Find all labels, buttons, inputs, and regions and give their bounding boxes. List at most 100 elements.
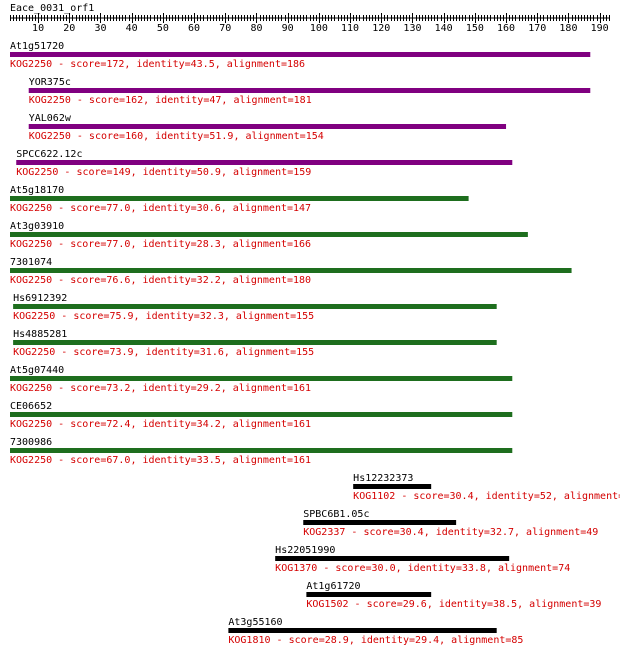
hit-name[interactable]: At3g03910 <box>10 221 64 232</box>
hit-identity: 33.8 <box>462 563 486 574</box>
hit-kog: KOG1102 <box>353 491 395 502</box>
hit-alignment-bar[interactable] <box>275 556 510 561</box>
hit-name[interactable]: At1g51720 <box>10 41 64 52</box>
hit-name[interactable]: At5g18170 <box>10 185 64 196</box>
hit-alignment-bar[interactable] <box>16 160 513 165</box>
hit-name[interactable]: At1g61720 <box>306 581 360 592</box>
hit-description: KOG1502 - score=29.6, identity=38.5, ali… <box>306 599 601 610</box>
hit-alignment-bar[interactable] <box>10 268 572 273</box>
hit-alignment-bar[interactable] <box>10 412 513 417</box>
hit-alignment: 186 <box>287 59 305 70</box>
hit-kog: KOG2250 <box>10 383 52 394</box>
hit-kog: KOG2250 <box>10 203 52 214</box>
hit-score: 77.0 <box>106 203 130 214</box>
hit-alignment-bar[interactable] <box>28 88 591 93</box>
hit-alignment-bar[interactable] <box>10 448 513 453</box>
hit-alignment-bar[interactable] <box>10 52 591 57</box>
hit-row[interactable]: 7301074 KOG2250 - score=76.6, identity=32… <box>10 257 572 286</box>
hit-kog: KOG2250 <box>29 131 71 142</box>
hit-identity: 38.5 <box>493 599 517 610</box>
hit-row[interactable]: At3g03910 KOG2250 - score=77.0, identity=… <box>10 221 528 250</box>
hit-name[interactable]: Hs6912392 <box>13 293 67 304</box>
hit-identity: 32.2 <box>197 275 221 286</box>
hit-score: 29.6 <box>403 599 427 610</box>
hit-name[interactable]: Hs12232373 <box>353 473 413 484</box>
hit-score: 76.6 <box>106 275 130 286</box>
hit-row[interactable]: YAL062w KOG2250 - score=160, identity=51.… <box>28 113 507 142</box>
ruler-tick-label: 50 <box>157 23 169 34</box>
hit-identity: 47 <box>209 95 221 106</box>
hit-alignment-bar[interactable] <box>28 124 507 129</box>
hit-kog: KOG2250 <box>29 95 71 106</box>
hit-row[interactable]: At1g51720 KOG2250 - score=172, identity=4… <box>10 41 591 70</box>
hit-alignment: 161 <box>293 383 311 394</box>
hit-name[interactable]: 7300986 <box>10 437 52 448</box>
ruler-tick-label: 110 <box>341 23 359 34</box>
hit-row[interactable]: Hs4885281 KOG2250 - score=73.9, identity=… <box>13 329 497 358</box>
ruler-tick-label: 170 <box>528 23 546 34</box>
hit-name[interactable]: 7301074 <box>10 257 52 268</box>
hit-alignment-bar[interactable] <box>303 520 457 525</box>
hit-name[interactable]: At5g07440 <box>10 365 64 376</box>
hit-name[interactable]: YAL062w <box>29 113 72 124</box>
ruler-tick-label: 130 <box>403 23 421 34</box>
hit-score: 160 <box>125 131 143 142</box>
hit-row[interactable]: At1g61720 KOG1502 - score=29.6, identity=… <box>306 581 601 610</box>
hit-row[interactable]: At5g07440 KOG2250 - score=73.2, identity=… <box>10 365 513 394</box>
hit-kog: KOG2250 <box>10 419 52 430</box>
hit-description: KOG1370 - score=30.0, identity=33.8, ali… <box>275 563 570 574</box>
hit-name[interactable]: Hs4885281 <box>13 329 67 340</box>
hit-row[interactable]: SPCC622.12c KOG2250 - score=149, identity… <box>16 149 513 178</box>
hit-name[interactable]: Hs22051990 <box>275 545 335 556</box>
hit-alignment-bar[interactable] <box>353 484 432 489</box>
hit-name[interactable]: SPBC6B1.05c <box>303 509 369 520</box>
hit-name[interactable]: CE06652 <box>10 401 52 412</box>
hit-description: KOG2250 - score=172, identity=43.5, alig… <box>10 59 305 70</box>
hit-score: 67.0 <box>106 455 130 466</box>
hit-description: KOG2250 - score=162, identity=47, alignm… <box>29 95 312 106</box>
hit-alignment: 155 <box>296 347 314 358</box>
hit-row[interactable]: Hs12232373 KOG1102 - score=30.4, identity… <box>353 473 620 502</box>
hit-alignment-bar[interactable] <box>306 592 432 597</box>
hit-alignment-bar[interactable] <box>10 376 513 381</box>
hit-row[interactable]: YOR375c KOG2250 - score=162, identity=47,… <box>28 77 591 106</box>
ruler-tick-label: 120 <box>372 23 390 34</box>
hit-description: KOG2250 - score=149, identity=50.9, alig… <box>16 167 311 178</box>
hit-row[interactable]: At3g55160 KOG1810 - score=28.9, identity=… <box>228 617 523 646</box>
hit-alignment-bar[interactable] <box>10 196 469 201</box>
hit-identity: 30.6 <box>197 203 221 214</box>
hit-name[interactable]: At3g55160 <box>228 617 282 628</box>
hit-row[interactable]: CE06652 KOG2250 - score=72.4, identity=34… <box>10 401 513 430</box>
hit-identity: 29.2 <box>197 383 221 394</box>
hit-kog: KOG2250 <box>16 167 58 178</box>
hit-description: KOG2250 - score=72.4, identity=34.2, ali… <box>10 419 311 430</box>
hit-alignment: 74 <box>558 563 570 574</box>
hit-identity: 31.6 <box>200 347 224 358</box>
hit-alignment-bar[interactable] <box>13 304 497 309</box>
hit-description: KOG2250 - score=160, identity=51.9, alig… <box>29 131 324 142</box>
hit-alignment-bar[interactable] <box>10 232 528 237</box>
hit-description: KOG2250 - score=76.6, identity=32.2, ali… <box>10 275 311 286</box>
ruler-tick-label: 140 <box>435 23 453 34</box>
hit-alignment: 166 <box>293 239 311 250</box>
hit-row[interactable]: Hs22051990 KOG1370 - score=30.0, identity… <box>275 545 570 574</box>
hit-alignment: 159 <box>293 167 311 178</box>
ruler-tick-label: 20 <box>63 23 75 34</box>
hit-row[interactable]: 7300986 KOG2250 - score=67.0, identity=33… <box>10 437 513 466</box>
hit-score: 30.0 <box>372 563 396 574</box>
hit-row[interactable]: At5g18170 KOG2250 - score=77.0, identity=… <box>10 185 469 214</box>
hit-row[interactable]: SPBC6B1.05c KOG2337 - score=30.4, identit… <box>303 509 598 538</box>
hit-alignment-bar[interactable] <box>228 628 497 633</box>
hit-kog: KOG1370 <box>275 563 317 574</box>
hit-name[interactable]: YOR375c <box>29 77 71 88</box>
hit-name[interactable]: SPCC622.12c <box>16 149 82 160</box>
hit-description: KOG2250 - score=77.0, identity=28.3, ali… <box>10 239 311 250</box>
hit-alignment-bar[interactable] <box>13 340 497 345</box>
hit-kog: KOG2250 <box>10 455 52 466</box>
hit-alignment: 154 <box>306 131 324 142</box>
hit-score: 172 <box>106 59 124 70</box>
hit-kog: KOG2250 <box>13 347 55 358</box>
hit-row[interactable]: Hs6912392 KOG2250 - score=75.9, identity=… <box>13 293 497 322</box>
hit-identity: 28.3 <box>197 239 221 250</box>
hit-score: 73.2 <box>106 383 130 394</box>
